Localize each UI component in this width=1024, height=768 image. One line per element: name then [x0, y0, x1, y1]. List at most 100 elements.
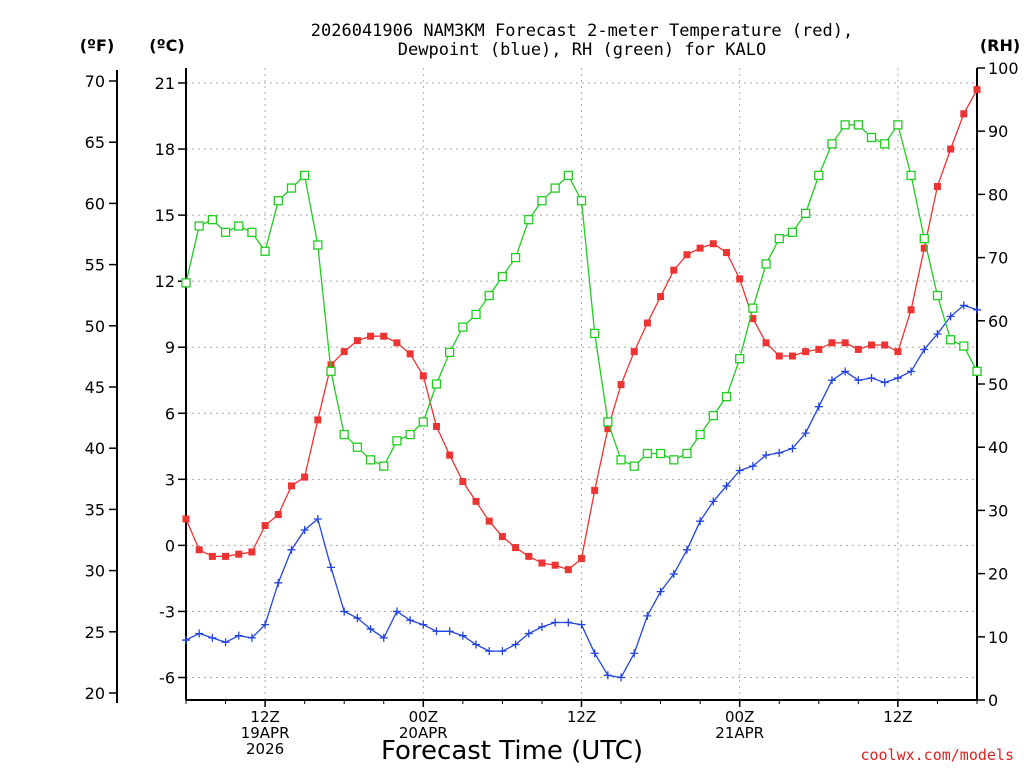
dewpoint-point [564, 618, 573, 627]
dewpoint-point [445, 627, 454, 636]
rh-tick-label: 40 [988, 438, 1008, 457]
dewpoint-point [472, 640, 481, 649]
dewpoint-point [854, 376, 863, 385]
rh-point [379, 461, 389, 471]
rh-tick-label: 70 [988, 249, 1008, 268]
dewpoint-point [827, 376, 836, 385]
dewpoint-point [274, 578, 283, 587]
rh-point [497, 271, 508, 282]
rh-point [313, 240, 323, 250]
temperature-point [617, 381, 625, 389]
temperature-point [248, 548, 256, 556]
chart-title-line-2: Dewpoint (blue), RH (green) for KALO [398, 40, 766, 60]
fahrenheit-tick-label: 45 [85, 378, 105, 397]
rh-point [814, 170, 824, 181]
rh-point [629, 461, 639, 471]
temperature-point [933, 182, 941, 190]
dewpoint-point [920, 345, 929, 354]
temperature-point [881, 341, 889, 349]
dewpoint-point [221, 638, 230, 647]
rh-point [247, 227, 257, 237]
temperature-point [657, 293, 665, 301]
rh-point [537, 196, 547, 206]
time-tick-label: 12Z [250, 708, 279, 726]
temperature-point [907, 306, 915, 314]
rh-point [642, 448, 653, 459]
rh-point [919, 233, 929, 244]
dewpoint-point [247, 633, 256, 642]
rh-point [194, 221, 204, 231]
temperature-point [182, 515, 190, 523]
dewpoint-point [907, 367, 916, 376]
celsius-tick-label: 18 [155, 140, 175, 159]
temperature-point [894, 348, 902, 356]
dewpoint-point [182, 636, 190, 645]
rh-tick-label: 90 [988, 122, 1008, 141]
rh-point [708, 410, 718, 421]
rh-point [972, 366, 982, 377]
celsius-tick-label: 6 [165, 404, 175, 423]
rh-tick-label: 30 [988, 501, 1008, 520]
celsius-tick-label: 0 [165, 536, 175, 555]
rh-point [207, 215, 218, 225]
dewpoint-point [814, 402, 823, 411]
fahrenheit-tick-label: 65 [85, 133, 105, 152]
rh-point [576, 196, 587, 206]
dewpoint-point [511, 640, 520, 649]
celsius-tick-label: 15 [155, 206, 175, 225]
dewpoint-point [603, 671, 612, 680]
rh-point [906, 170, 916, 181]
temperature-point [340, 348, 348, 356]
fahrenheit-tick-label: 55 [85, 256, 105, 275]
rh-point [418, 417, 428, 427]
temperature-point [762, 339, 770, 347]
rh-point [800, 208, 811, 219]
dewpoint-point [762, 451, 771, 460]
rh-point [603, 417, 613, 427]
rh-point [827, 139, 837, 149]
temperature-point [604, 425, 612, 433]
temperature-point [367, 332, 375, 340]
rh-point [893, 120, 903, 130]
dewpoint-point [208, 633, 217, 642]
dewpoint-point [551, 618, 560, 627]
temperature-point [591, 486, 599, 494]
rh-point [550, 183, 560, 193]
rh-point [260, 246, 270, 256]
time-tick-label: 2026 [246, 740, 284, 758]
data-series [181, 86, 982, 682]
time-tick-label: 19APR [241, 724, 290, 742]
temperature-point [551, 561, 559, 569]
rh-tick-label: 10 [988, 628, 1008, 647]
temperature-point [973, 86, 981, 94]
temperature-point [525, 552, 533, 560]
dewpoint-point [406, 616, 415, 625]
dewpoint-point [366, 625, 375, 634]
rh-tick-label: 20 [988, 565, 1008, 584]
dewpoint-point [893, 374, 902, 383]
rh-point [445, 347, 455, 358]
temperature-point [828, 339, 836, 347]
dewpoint-point [392, 607, 401, 616]
dewpoint-point [261, 620, 270, 629]
celsius-tick-label: -3 [159, 602, 175, 621]
dewpoint-point [643, 611, 652, 620]
celsius-tick-label: 12 [155, 272, 175, 291]
temperature-point [643, 319, 651, 327]
time-tick-label: 00Z [725, 708, 754, 726]
dewpoint-point [880, 378, 889, 387]
dewpoint-point [590, 649, 599, 658]
temperature-point [432, 422, 440, 430]
dewpoint-point [537, 622, 546, 631]
dewpoint-point [327, 563, 336, 572]
time-tick-label: 20APR [399, 724, 448, 742]
celsius-axis-label: (ºC) [149, 36, 184, 55]
temperature-point [287, 482, 295, 490]
rh-point [352, 442, 363, 452]
rh-point [563, 170, 573, 181]
rh-tick-label: 80 [988, 185, 1008, 204]
time-tick-label: 12Z [567, 708, 596, 726]
rh-point [299, 170, 310, 181]
dewpoint-point [577, 620, 586, 629]
temperature-point [775, 352, 783, 360]
